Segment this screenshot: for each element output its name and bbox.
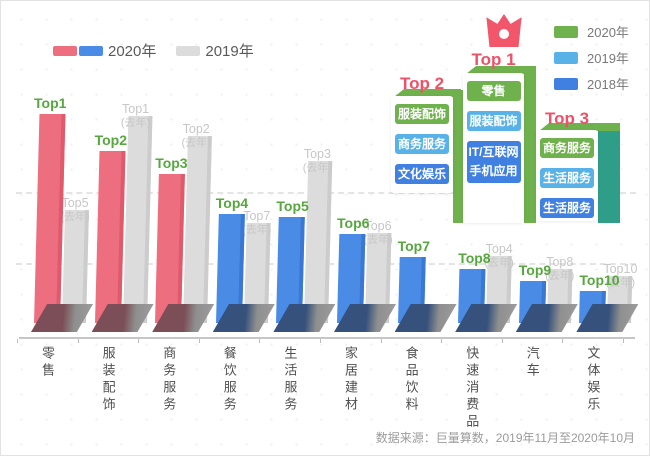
podium-legend-item: 2018年	[554, 74, 629, 93]
bar-label-2019-服装配饰: Top1 (去年)	[120, 102, 151, 129]
bar-label-2019-商务服务: Top2 (去年)	[181, 122, 211, 149]
bar-label-2019-文体娱乐: Top10 (去年)	[603, 262, 638, 289]
podium-legend-label: 2018年	[587, 77, 629, 92]
bar-label-2020-生活服务: Top5	[276, 198, 309, 214]
x-label-商务服务: 商务服务	[161, 346, 177, 414]
bar-label-2019-快速消费品: Top4 (去年)	[484, 242, 514, 269]
axis-tick	[17, 339, 18, 343]
bar-2020-零售	[34, 114, 66, 323]
legend-label-2020: 2020年	[108, 43, 157, 60]
podium-title-top2: Top 2	[399, 74, 445, 93]
bar-label-2019-零售: Top5 (去年)	[60, 196, 90, 223]
podium-pill-生活服务: 生活服务	[540, 198, 594, 218]
axis-tick	[501, 339, 503, 343]
podium-topband-top3	[539, 123, 620, 131]
podium-pill-服装配饰: 服装配饰	[466, 111, 521, 131]
podium-card-top1: 零售服装配饰 IT/互联网 手机应用	[463, 73, 524, 223]
bar-2020-服装配饰	[94, 151, 126, 323]
podium-card-top3: 商务服务 生活服务 生活服务	[536, 130, 598, 221]
axis-tick	[77, 339, 79, 343]
podium-legend-swatch	[554, 77, 578, 90]
x-axis-line	[19, 337, 635, 339]
x-label-生活服务: 生活服务	[282, 346, 298, 414]
podium-pill-服装配饰: 服装配饰	[395, 104, 449, 124]
legend-label-2019: 2019年	[205, 43, 254, 60]
podium-pill-零售: 零售	[466, 81, 521, 101]
podium-side-top2	[453, 90, 463, 223]
x-label-餐饮服务: 餐饮服务	[221, 346, 237, 414]
bar-label-2020-文体娱乐: Top10	[579, 272, 620, 288]
podium-topband-top1	[466, 66, 534, 74]
bar-label-2019-生活服务: Top3 (去年)	[302, 147, 333, 174]
bar-2019-生活服务	[304, 161, 333, 323]
podium-legend-swatch	[554, 51, 578, 64]
axis-tick	[441, 339, 443, 343]
bar-label-2019-餐饮服务: Top7 (去年)	[242, 209, 272, 236]
bar-label-2020-餐饮服务: Top4	[215, 195, 249, 211]
data-source-note: 数据来源：巨量算数，2019年11月至2020年10月	[375, 431, 635, 445]
x-label-汽车: 汽车	[524, 346, 540, 380]
axis-tick	[623, 339, 624, 343]
bar-label-2019-家居建材: Top6 (去年)	[363, 219, 393, 246]
x-label-家居建材: 家居建材	[343, 346, 358, 414]
podium-pill-IT/互联网手机应用: IT/互联网 手机应用	[466, 141, 521, 183]
legend-swatch-2020-red	[53, 45, 77, 56]
x-label-服装配饰: 服装配饰	[100, 346, 116, 414]
legend-swatch-2020-blue	[79, 45, 103, 56]
x-label-快速消费品: 快速消费品	[464, 346, 480, 431]
chart-legend: 2020年 2019年	[53, 40, 254, 61]
bar-label-2019-汽车: Top8 (去年)	[545, 255, 575, 282]
podium-legend: 2020年 2019年 2018年	[554, 22, 629, 100]
bar-label-2020-家居建材: Top6	[337, 215, 370, 231]
axis-tick	[198, 339, 200, 343]
legend-swatch-2019-gray	[176, 45, 201, 56]
bar-label-2020-服装配饰: Top2	[94, 132, 127, 148]
bar-label-2020-零售: Top1	[34, 95, 67, 111]
podium-card-top2: 服装配饰商务服务文化娱乐	[391, 96, 453, 193]
podium-title-top1: Top 1	[471, 50, 516, 69]
podium-topband-top2	[394, 89, 461, 97]
bar-label-2020-快速消费品: Top8	[458, 250, 491, 266]
podium-pill-生活服务: 生活服务	[540, 168, 594, 188]
axis-tick	[259, 339, 261, 343]
podium-legend-item: 2019年	[554, 48, 629, 67]
bar-label-2020-食品饮料: Top7	[397, 238, 430, 254]
podium-legend-label: 2020年	[587, 25, 629, 40]
podium-side-top1	[524, 66, 536, 223]
bar-2019-服装配饰	[122, 116, 153, 323]
podium-legend-label: 2019年	[587, 51, 629, 66]
x-label-零售: 零售	[40, 346, 55, 380]
axis-tick	[320, 339, 321, 343]
bar-label-2020-汽车: Top9	[518, 262, 552, 278]
podium-title-top3: Top 3	[544, 109, 590, 128]
podium-legend-item: 2020年	[554, 22, 629, 41]
axis-tick	[380, 339, 382, 343]
axis-tick	[562, 339, 564, 343]
bar-2020-商务服务	[155, 174, 186, 323]
podium-legend-swatch	[554, 25, 578, 38]
podium-pill-商务服务: 商务服务	[395, 134, 449, 154]
podium-pill-商务服务: 商务服务	[540, 138, 594, 158]
bar-label-2020-商务服务: Top3	[155, 155, 188, 171]
podium-side-top3	[598, 123, 620, 223]
axis-tick	[138, 339, 140, 343]
x-label-食品饮料: 食品饮料	[403, 346, 419, 414]
x-label-文体娱乐: 文体娱乐	[585, 346, 601, 414]
podium-pill-文化娱乐: 文化娱乐	[395, 164, 449, 184]
